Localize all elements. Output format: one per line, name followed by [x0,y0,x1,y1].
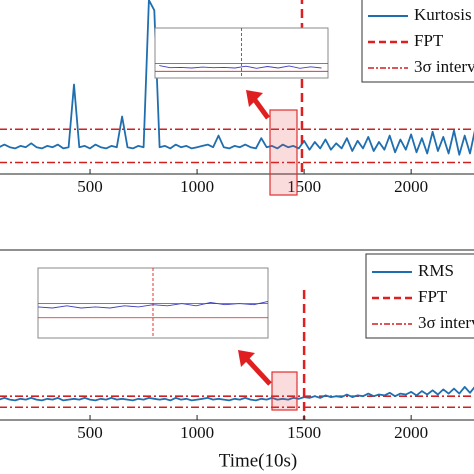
x-tick-label: 1000 [180,177,214,196]
legend-label: 3σ interval [414,57,474,76]
legend-label: FPT [418,287,448,306]
x-tick-label: 1000 [180,423,214,442]
zoom-arrowhead [238,350,255,367]
x-axis-label: Time(10s) [219,450,297,471]
x-tick-label: 1500 [287,177,321,196]
zoom-box [269,109,298,196]
data-line [0,0,474,156]
x-tick-label: 1500 [287,423,321,442]
legend-label: Kurtosis [414,5,472,24]
inset-line [159,65,322,69]
x-tick-label: 500 [77,177,103,196]
zoom-box [271,371,298,411]
legend-label: 3σ interval [418,313,474,332]
legend-label: FPT [414,31,444,50]
data-line [0,385,474,402]
x-tick-label: 2000 [394,177,428,196]
x-tick-label: 500 [77,423,103,442]
zoom-arrow [242,354,272,386]
zoom-arrowhead [246,90,263,107]
x-tick-label: 2000 [394,423,428,442]
legend-label: RMS [418,261,454,280]
